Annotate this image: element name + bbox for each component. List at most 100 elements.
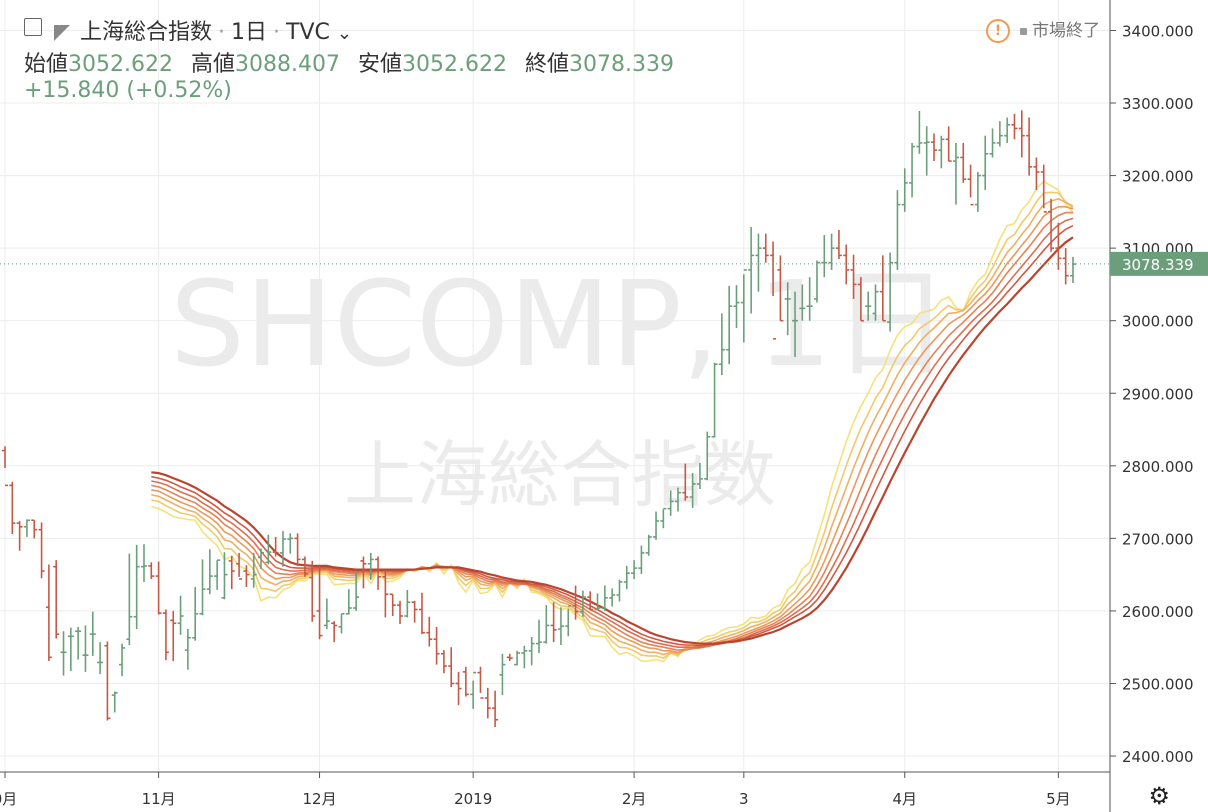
gear-icon[interactable]: ⚙ [1148,782,1170,810]
source-label[interactable]: TVC [286,20,330,45]
ohlc-bar [631,560,638,579]
interval-label[interactable]: 1日 [231,20,268,45]
market-status: ! 市場終了 [986,16,1100,43]
chevron-down-icon[interactable]: ⌄ [336,23,352,44]
x-tick-label: 2019 [454,790,492,808]
ohlc-bar [901,168,908,212]
ohlc-bar [879,255,886,322]
market-status-label: 市場終了 [1032,21,1100,41]
ohlc-bar [528,637,535,666]
chart-grid [0,0,1110,772]
ohlc-bar [60,631,67,676]
moving-average-line [151,180,1074,663]
ohlc-bar [389,593,396,617]
x-tick-label: 12月 [303,790,337,808]
ohlc-bar [31,519,38,539]
ohlc-bar [287,533,294,554]
ohlc-bar [623,565,630,590]
ohlc-bar [572,585,579,620]
ohlc-bar [762,233,769,263]
ohlc-bar [75,626,82,660]
ohlc-bar [250,552,257,588]
ohlc-bar [67,627,74,672]
collapse-legend-toggle[interactable] [24,18,42,36]
ohlc-bar [967,164,974,206]
ohlc-bar [506,653,513,661]
ohlc-bar [492,690,499,728]
ohlc-bar [462,666,469,697]
symbol-flag-icon [54,25,70,41]
ohlc-bar [821,235,828,278]
x-tick-label: 2月 [622,790,647,808]
ohlc-bar [638,545,645,574]
ohlc-bar [477,666,484,699]
ohlc-bar [923,126,930,176]
high-value: 3088.407 [235,52,340,77]
ohlc-bar [345,589,352,615]
price-change: +15.840 (+0.52%) [24,78,232,103]
ohlc-bar [587,591,594,611]
ohlc-bar [843,244,850,285]
ohlc-bar [777,255,784,322]
ohlc-bar [711,362,718,438]
ohlc-bar [536,619,542,654]
ohlc-bar [470,671,477,709]
high-label: 高値 [191,52,236,77]
ohlc-bar [521,645,528,669]
ohlc-bar [82,625,89,672]
ohlc-bar [514,650,521,666]
ohlc-bar [931,133,938,162]
ohlc-bar [97,642,104,675]
ohlc-bar [1033,157,1040,191]
ohlc-bar [23,519,30,537]
ohlc-bar [1062,248,1069,285]
ohlc-bar [16,520,23,551]
ohlc-bar [279,531,286,567]
ohlc-bar [199,559,206,616]
ohlc-bar [119,643,126,677]
ohlc-bar [835,230,842,260]
low-label: 安値 [358,52,403,77]
low-value: 3052.622 [402,52,507,77]
ohlc-bar [323,598,330,630]
ohlc-bar [916,111,923,154]
ohlc-bar [184,629,191,670]
ohlc-bar [550,602,557,643]
ohlc-bar [857,277,864,322]
ohlc-bar [426,616,433,647]
ohlc-bar [258,548,265,569]
ohlc-bar [140,544,147,582]
ohlc-bar [433,626,440,665]
moving-average-line [151,191,1074,659]
ohlc-bar [945,126,952,162]
ohlc-bar [404,589,411,618]
ohlc-bar [353,571,360,611]
ohlc-bar [1070,256,1076,283]
ohlc-bar [579,590,586,617]
ohlc-bar [455,671,462,706]
ohlc-bar [1011,113,1018,140]
ohlc-bar [594,593,601,611]
ohlc-bar [806,277,813,321]
watermark-subtitle: 上海総合指数 [344,433,776,517]
ohlc-bar [411,600,418,623]
ohlc-bar [770,241,777,340]
ohlc-bar [272,536,279,557]
last-price-badge [1110,251,1208,276]
ohlc-bar [214,559,221,590]
symbol-name[interactable]: 上海総合指数 [80,20,213,45]
y-tick-label: 2700.000 [1122,530,1194,548]
y-tick-label: 2600.000 [1122,603,1194,621]
y-tick-label: 2800.000 [1122,458,1194,476]
x-tick-label: 0月 [0,790,17,808]
ohlc-bar [1026,117,1033,176]
ohlc-bar [557,607,564,646]
y-tick-label: 2900.000 [1122,385,1194,403]
last-price-label: 3078.339 [1122,256,1194,274]
ohlc-bar [45,564,52,661]
ohlc-bar [660,507,667,529]
ohlc-bar [448,647,455,688]
ohlc-bar [740,269,747,343]
warning-icon[interactable]: ! [986,19,1010,43]
